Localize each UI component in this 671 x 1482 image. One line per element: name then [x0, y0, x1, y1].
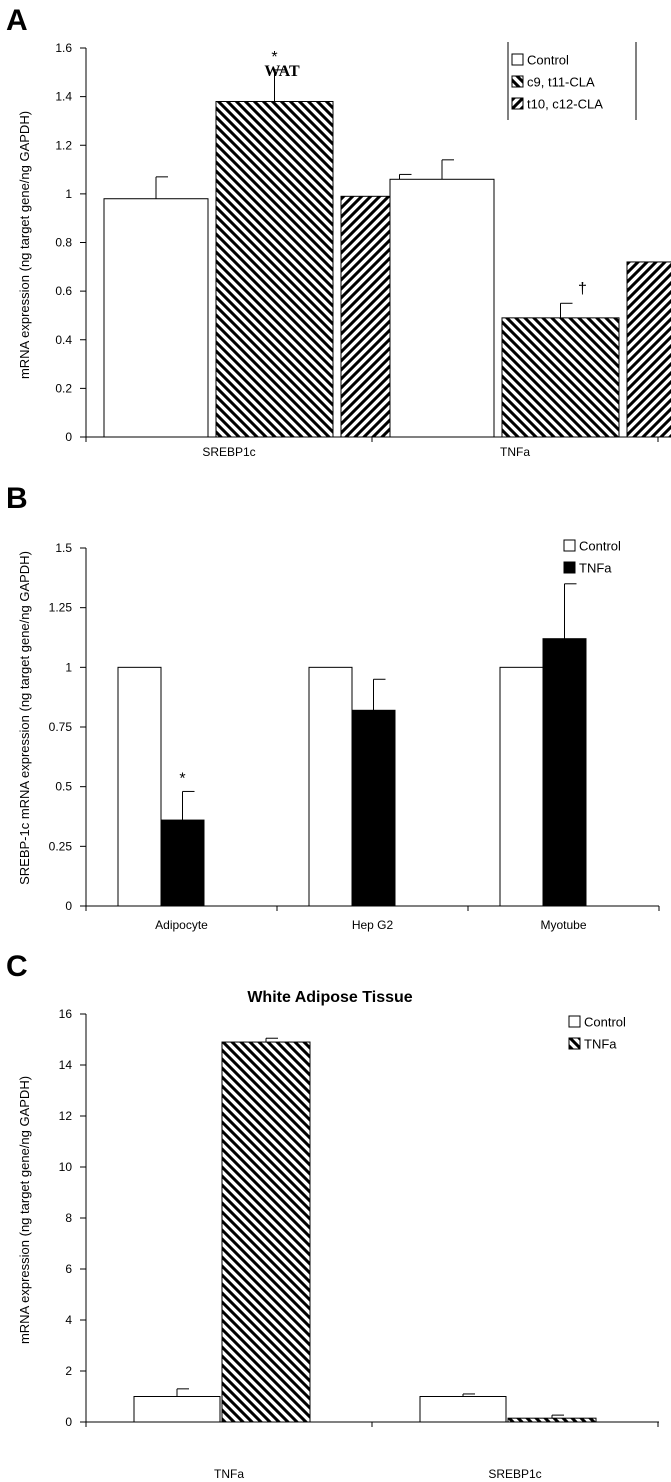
- y-tick-label: 0.8: [55, 236, 72, 250]
- x-category-label: TNFa: [214, 1467, 244, 1481]
- bar-tnfa-3: [626, 261, 671, 438]
- panel-c-letter: C: [6, 950, 28, 983]
- panel-a-letter: A: [6, 4, 28, 37]
- bar-srebp1c-1: [103, 198, 209, 438]
- y-tick-label: 2: [65, 1364, 72, 1378]
- y-tick-label: 0: [65, 1415, 72, 1429]
- bar-tnfa-1: [389, 178, 495, 438]
- x-category-label: Myotube: [540, 918, 586, 932]
- panel-c: C White Adipose Tissue mRNA expression (…: [6, 950, 413, 1344]
- legend: Control TNFa: [568, 1015, 626, 1052]
- y-tick-label: 1: [65, 660, 72, 674]
- legend: Control c9, t11-CLA t10, c12-CLA: [507, 42, 637, 120]
- y-tick-label: 1.5: [55, 541, 72, 555]
- y-tick-label: 0.2: [55, 381, 72, 395]
- y-tick-label: 1.4: [55, 90, 72, 104]
- panel-c-y-axis-label: mRNA expression (ng target gene/ng GAPDH…: [17, 1076, 32, 1344]
- panel-a-y-axis-label: mRNA expression (ng target gene/ng GAPDH…: [17, 111, 32, 379]
- y-tick-label: 0.4: [55, 333, 72, 347]
- bar-myotube-2: [542, 638, 587, 907]
- bar-srebp1c-2: [215, 100, 334, 438]
- bar-hep-g2-1: [308, 666, 353, 907]
- y-tick-label: 0.75: [49, 720, 73, 734]
- y-tick-label: 0.5: [55, 780, 72, 794]
- significance-marker: *: [179, 770, 185, 787]
- bar-srebp1c-2: [507, 1417, 597, 1423]
- bar-tnfa-2: [221, 1041, 311, 1423]
- chart-panel-b: 0 0.25 0.5 0.75 1 1.25 1.5 Adipocyte Hep G2 Myotu…: [49, 539, 660, 932]
- y-tick-label: 12: [59, 1109, 73, 1123]
- y-tick-label: 0: [65, 430, 72, 444]
- legend-swatch: [511, 53, 524, 66]
- y-tick-label: 16: [59, 1007, 73, 1021]
- legend-label: Control: [579, 539, 621, 554]
- x-category-label: Hep G2: [352, 918, 394, 932]
- bar-srebp1c-1: [419, 1396, 507, 1423]
- y-tick-label: 0: [65, 899, 72, 913]
- x-category-label: SREBP1c: [488, 1467, 541, 1481]
- y-tick-label: 8: [65, 1211, 72, 1225]
- x-category-label: Adipocyte: [155, 918, 208, 932]
- legend-swatch: [568, 1037, 581, 1050]
- bar-adipocyte-1: [117, 666, 162, 907]
- significance-marker: †: [578, 280, 587, 297]
- y-tick-label: 0.6: [55, 284, 72, 298]
- bar-adipocyte-2: [160, 819, 205, 907]
- y-tick-label: 1: [65, 187, 72, 201]
- panel-a: A WAT mRNA expression (ng target gene/ng…: [6, 4, 300, 379]
- legend: Control TNFa: [563, 539, 621, 576]
- legend-label: Control: [527, 53, 569, 68]
- panel-c-title: White Adipose Tissue: [247, 989, 412, 1006]
- y-tick-label: 6: [65, 1262, 72, 1276]
- significance-marker: *: [271, 49, 277, 66]
- panel-b-letter: B: [6, 482, 28, 515]
- panel-a-title: WAT: [264, 63, 300, 80]
- bar-hep-g2-2: [351, 709, 396, 907]
- legend-swatch: [568, 1015, 581, 1028]
- y-tick-label: 1.2: [55, 138, 72, 152]
- y-tick-label: 10: [59, 1160, 73, 1174]
- x-category-label: TNFa: [500, 445, 530, 459]
- legend-swatch: [563, 561, 576, 574]
- x-category-label: SREBP1c: [202, 445, 255, 459]
- legend-label: TNFa: [579, 561, 612, 576]
- chart-panel-a: 0 0.2 0.4 0.6 0.8 1 1.2 1.4 1.6 SREBP1c TNFa * † Cont…: [55, 41, 671, 459]
- y-tick-label: 14: [59, 1058, 73, 1072]
- legend-swatch: [511, 97, 524, 110]
- y-tick-label: 1.25: [49, 601, 73, 615]
- panel-b-y-axis-label: SREBP-1c mRNA expression (ng target gene…: [17, 551, 32, 885]
- y-tick-label: 0.25: [49, 839, 73, 853]
- chart-marks: 0 0.2 0.4 0.6 0.8 1 1.2 1.4 1.6 SREBP1c TNFa * † Cont…: [49, 41, 671, 1481]
- panel-b: B SREBP-1c mRNA expression (ng target ge…: [6, 482, 32, 885]
- y-tick-label: 4: [65, 1313, 72, 1327]
- bar-tnfa-2: [501, 317, 620, 438]
- legend-label: TNFa: [584, 1037, 617, 1052]
- bar-myotube-1: [499, 666, 544, 907]
- y-tick-label: 1.6: [55, 41, 72, 55]
- chart-panel-c: 0 2 4 6 8 10 12 14 16 TNFa SREBP1c Control TNFa: [59, 1007, 659, 1481]
- legend-label: Control: [584, 1015, 626, 1030]
- bar-tnfa-1: [133, 1396, 221, 1423]
- legend-swatch: [563, 539, 576, 552]
- legend-label: t10, c12-CLA: [527, 97, 603, 112]
- legend-swatch: [511, 75, 524, 88]
- legend-label: c9, t11-CLA: [527, 75, 595, 90]
